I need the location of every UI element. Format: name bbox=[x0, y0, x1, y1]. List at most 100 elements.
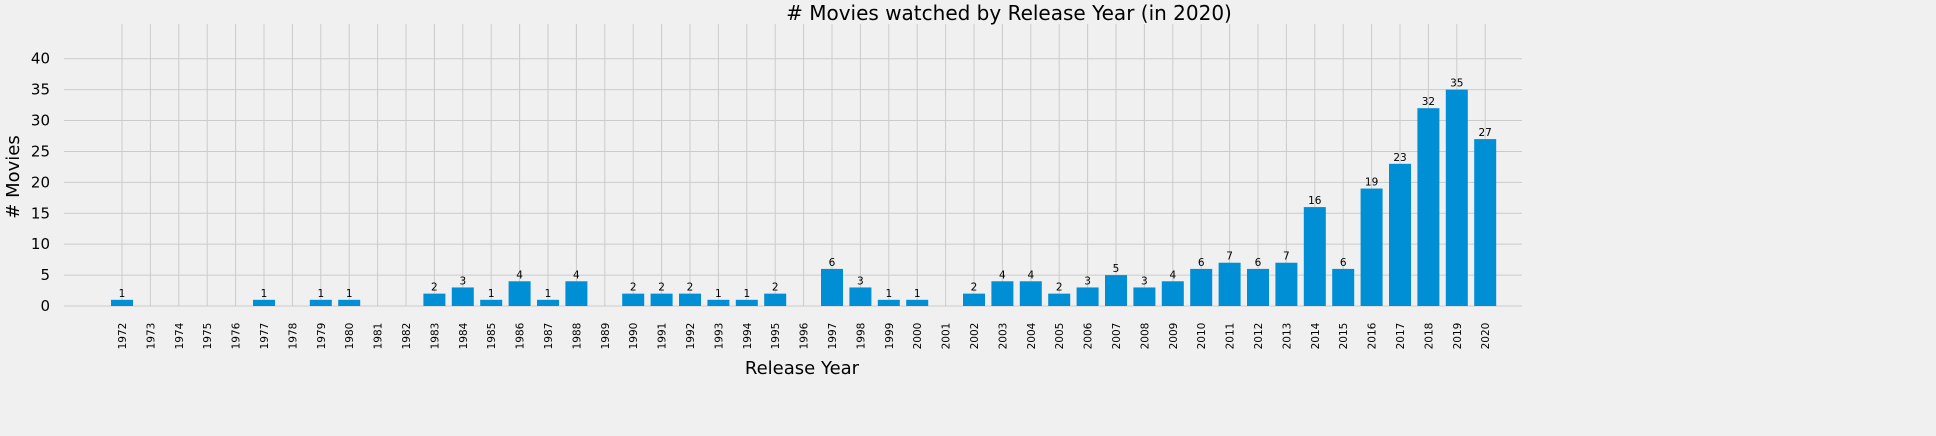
data-label-1999: 1 bbox=[885, 288, 892, 300]
x-tick-label-1985: 1985 bbox=[486, 323, 498, 350]
x-tick-label-1998: 1998 bbox=[855, 323, 867, 350]
data-label-1997: 6 bbox=[829, 257, 836, 269]
x-tick-label-1987: 1987 bbox=[543, 323, 555, 350]
bar-2008 bbox=[1133, 287, 1156, 306]
data-label-2005: 2 bbox=[1056, 282, 1063, 294]
y-tick-label: 25 bbox=[31, 142, 50, 160]
x-tick-label-2004: 2004 bbox=[1026, 322, 1038, 349]
x-tick-label-2005: 2005 bbox=[1054, 323, 1066, 350]
data-label-1985: 1 bbox=[488, 288, 495, 300]
data-label-1977: 1 bbox=[261, 288, 268, 300]
data-label-2015: 6 bbox=[1340, 257, 1347, 269]
y-tick-label: 30 bbox=[31, 112, 50, 130]
bar-2014 bbox=[1303, 207, 1326, 306]
bar-1998 bbox=[849, 287, 872, 306]
bar-2003 bbox=[991, 281, 1014, 306]
data-label-1984: 3 bbox=[459, 275, 466, 287]
data-label-2003: 4 bbox=[999, 269, 1006, 281]
bar-2015 bbox=[1332, 268, 1355, 306]
data-label-2018: 32 bbox=[1422, 96, 1435, 108]
bar-2018 bbox=[1417, 108, 1440, 306]
x-tick-label-2011: 2011 bbox=[1225, 323, 1237, 350]
bar-2005 bbox=[1048, 293, 1071, 306]
bar-1979 bbox=[309, 299, 332, 306]
bar-1993 bbox=[707, 299, 730, 306]
x-tick-label-1997: 1997 bbox=[827, 323, 839, 350]
data-label-1991: 2 bbox=[658, 282, 665, 294]
data-label-2010: 6 bbox=[1198, 257, 1205, 269]
data-label-2011: 7 bbox=[1226, 251, 1233, 263]
bar-1999 bbox=[877, 299, 900, 306]
data-label-1986: 4 bbox=[516, 269, 523, 281]
bar-2016 bbox=[1360, 188, 1383, 306]
bar-2000 bbox=[906, 299, 929, 306]
x-tick-label-1991: 1991 bbox=[657, 323, 669, 350]
data-label-2000: 1 bbox=[914, 288, 921, 300]
data-label-2008: 3 bbox=[1141, 275, 1148, 287]
y-tick-label: 0 bbox=[40, 297, 50, 315]
bar-2007 bbox=[1105, 275, 1127, 306]
x-tick-label-2020: 2020 bbox=[1480, 323, 1492, 350]
x-tick-label-1993: 1993 bbox=[713, 323, 725, 350]
bar-2004 bbox=[1019, 281, 1042, 306]
data-label-1992: 2 bbox=[687, 282, 694, 294]
x-tick-label-1984: 1984 bbox=[458, 322, 470, 349]
bar-1972 bbox=[111, 299, 133, 306]
bar-1983 bbox=[423, 293, 446, 306]
x-tick-label-1989: 1989 bbox=[600, 323, 612, 350]
y-tick-label: 15 bbox=[31, 204, 50, 222]
bar-2017 bbox=[1389, 163, 1411, 306]
data-label-1979: 1 bbox=[317, 288, 324, 300]
x-tick-label-1990: 1990 bbox=[628, 323, 640, 350]
x-tick-label-1976: 1976 bbox=[231, 322, 243, 349]
x-tick-label-2009: 2009 bbox=[1168, 323, 1180, 350]
x-tick-label-2000: 2000 bbox=[912, 323, 924, 350]
data-label-2017: 23 bbox=[1393, 152, 1406, 164]
x-tick-label-2012: 2012 bbox=[1253, 323, 1265, 350]
data-label-2004: 4 bbox=[1027, 269, 1034, 281]
x-tick-label-1981: 1981 bbox=[373, 323, 385, 350]
data-label-1980: 1 bbox=[346, 288, 353, 300]
data-label-1995: 2 bbox=[772, 282, 779, 294]
data-label-2014: 16 bbox=[1308, 195, 1322, 207]
data-label-1988: 4 bbox=[573, 269, 580, 281]
data-label-1998: 3 bbox=[857, 275, 864, 287]
bar-2012 bbox=[1247, 268, 1269, 306]
y-tick-label: 35 bbox=[31, 81, 50, 99]
x-tick-label-2015: 2015 bbox=[1338, 323, 1350, 350]
data-label-1987: 1 bbox=[545, 288, 552, 300]
x-tick-label-2006: 2006 bbox=[1083, 322, 1095, 349]
x-tick-label-1978: 1978 bbox=[287, 323, 299, 350]
x-tick-label-1982: 1982 bbox=[401, 323, 413, 350]
data-label-2020: 27 bbox=[1479, 127, 1492, 139]
bar-2020 bbox=[1474, 139, 1497, 306]
x-tick-label-1986: 1986 bbox=[515, 322, 527, 349]
bar-1992 bbox=[679, 293, 701, 306]
data-label-2019: 35 bbox=[1450, 78, 1463, 90]
bar-2019 bbox=[1445, 89, 1468, 307]
data-label-2009: 4 bbox=[1169, 269, 1176, 281]
x-tick-label-2003: 2003 bbox=[997, 323, 1009, 350]
bar-1987 bbox=[537, 299, 559, 306]
x-tick-label-2002: 2002 bbox=[969, 323, 981, 350]
x-tick-label-2001: 2001 bbox=[941, 323, 953, 350]
bar-1985 bbox=[480, 299, 503, 306]
bar-1991 bbox=[650, 293, 673, 306]
data-label-1994: 1 bbox=[743, 288, 750, 300]
x-tick-label-1999: 1999 bbox=[884, 323, 896, 350]
y-tick-label: 5 bbox=[40, 266, 50, 284]
bar-1995 bbox=[764, 293, 787, 306]
bar-1990 bbox=[622, 293, 645, 306]
x-tick-label-1973: 1973 bbox=[145, 323, 157, 350]
x-tick-label-1988: 1988 bbox=[571, 323, 583, 350]
data-label-1983: 2 bbox=[431, 282, 438, 294]
bar-1980 bbox=[338, 299, 361, 306]
bar-2009 bbox=[1161, 281, 1184, 306]
bar-1977 bbox=[253, 299, 275, 306]
bar-1997 bbox=[821, 268, 843, 306]
x-tick-label-2010: 2010 bbox=[1196, 323, 1208, 350]
bar-2010 bbox=[1190, 268, 1213, 306]
x-tick-label-1983: 1983 bbox=[429, 323, 441, 350]
